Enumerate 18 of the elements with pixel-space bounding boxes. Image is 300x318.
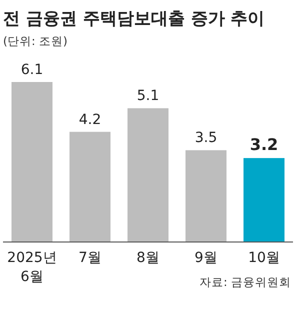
bar: [12, 82, 52, 242]
x-tick-label: 9월: [194, 250, 218, 266]
chart-subtitle: (단위: 조원): [3, 34, 68, 48]
bar: [70, 132, 110, 242]
data-label: 6.1: [20, 62, 44, 78]
data-label: 5.1: [136, 88, 160, 104]
x-tick-label: 7월: [78, 250, 102, 266]
bar: [244, 158, 284, 242]
x-tick-label: 10월: [248, 250, 280, 266]
text: 자료: 금융위원회: [199, 275, 291, 289]
x-tick-label: 8월: [136, 250, 160, 266]
data-label: 3.2: [250, 135, 278, 154]
chart-title: 전 금융권 주택담보대출 증가 추이: [3, 9, 265, 29]
x-tick-label: 2025년 6월: [7, 250, 57, 285]
bar: [128, 108, 168, 242]
data-label: 4.2: [78, 112, 102, 128]
data-label: 3.5: [194, 130, 218, 146]
bar: [186, 150, 226, 242]
